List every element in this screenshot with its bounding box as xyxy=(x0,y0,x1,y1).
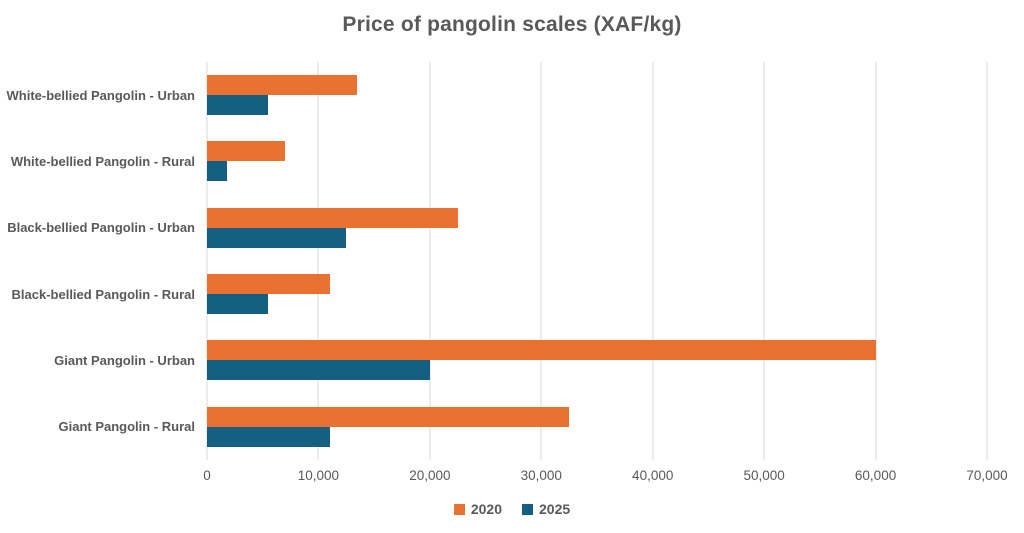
legend-swatch-2020 xyxy=(453,503,465,515)
category-label-black-bellied-pangolin-rural: Black-bellied Pangolin - Rural xyxy=(11,286,195,302)
plot-area xyxy=(206,62,988,460)
category-label-giant-pangolin-rural: Giant Pangolin - Rural xyxy=(58,419,195,435)
bar-2025-giant-pangolin-urban xyxy=(207,360,430,381)
bar-2025-black-bellied-pangolin-urban xyxy=(207,227,347,248)
chart-title: Price of pangolin scales (XAF/kg) xyxy=(342,13,682,36)
legend-label-2020: 2020 xyxy=(470,501,502,517)
bar-2025-black-bellied-pangolin-rural xyxy=(207,294,269,315)
gridline-x-20000 xyxy=(429,62,431,460)
bar-2020-white-bellied-pangolin-rural xyxy=(207,141,285,162)
category-label-giant-pangolin-urban: Giant Pangolin - Urban xyxy=(54,352,195,368)
x-tick-label-70000: 70,000 xyxy=(966,468,1008,483)
bar-2020-white-bellied-pangolin-urban xyxy=(207,75,358,96)
x-tick-label-20000: 20,000 xyxy=(409,468,451,483)
legend: 2020 2025 xyxy=(0,501,1024,517)
x-tick-label-60000: 60,000 xyxy=(854,468,897,483)
bar-2025-giant-pangolin-rural xyxy=(207,426,330,447)
bar-group-white-bellied-pangolin-rural xyxy=(207,128,987,194)
x-tick-label-30000: 30,000 xyxy=(520,468,562,483)
gridline-x-0 xyxy=(206,62,208,460)
legend-item-2025: 2025 xyxy=(522,501,570,517)
gridline-x-50000 xyxy=(763,62,765,460)
gridline-x-30000 xyxy=(540,62,542,460)
gridline-x-10000 xyxy=(317,62,319,460)
category-label-black-bellied-pangolin-urban: Black-bellied Pangolin - Urban xyxy=(7,220,195,236)
legend-item-2020: 2020 xyxy=(453,501,502,517)
category-label-white-bellied-pangolin-rural: White-bellied Pangolin - Rural xyxy=(10,153,195,169)
bar-2020-black-bellied-pangolin-urban xyxy=(207,207,458,228)
bar-2020-black-bellied-pangolin-rural xyxy=(207,274,330,295)
bar-group-black-bellied-pangolin-rural xyxy=(207,261,987,327)
x-axis: 0 10,000 20,000 30,000 40,000 50,000 60,000 70,… xyxy=(203,468,1007,486)
legend-swatch-2025 xyxy=(522,503,533,515)
gridline-x-40000 xyxy=(652,62,654,460)
category-label-white-bellied-pangolin-urban: White-bellied Pangolin - Urban xyxy=(6,87,196,103)
bar-2020-giant-pangolin-urban xyxy=(207,340,876,361)
x-tick-label-50000: 50,000 xyxy=(743,468,785,483)
gridline-x-60000 xyxy=(875,62,877,460)
bar-group-white-bellied-pangolin-urban xyxy=(207,62,987,128)
x-tick-label-0: 0 xyxy=(203,468,211,483)
gridline-x-70000 xyxy=(986,62,988,460)
bar-rows xyxy=(207,62,987,460)
x-tick-label-40000: 40,000 xyxy=(632,468,674,483)
bar-group-giant-pangolin-urban xyxy=(207,327,987,393)
bar-2025-white-bellied-pangolin-rural xyxy=(207,161,227,182)
bar-2025-white-bellied-pangolin-urban xyxy=(207,95,269,116)
legend-label-2025: 2025 xyxy=(539,501,571,517)
bar-group-black-bellied-pangolin-urban xyxy=(207,195,987,261)
x-tick-label-10000: 10,000 xyxy=(297,468,340,483)
category-axis: White-bellied Pangolin - Urban White-bell… xyxy=(0,62,196,460)
bar-group-giant-pangolin-rural xyxy=(207,394,987,460)
bar-2020-giant-pangolin-rural xyxy=(207,406,570,427)
